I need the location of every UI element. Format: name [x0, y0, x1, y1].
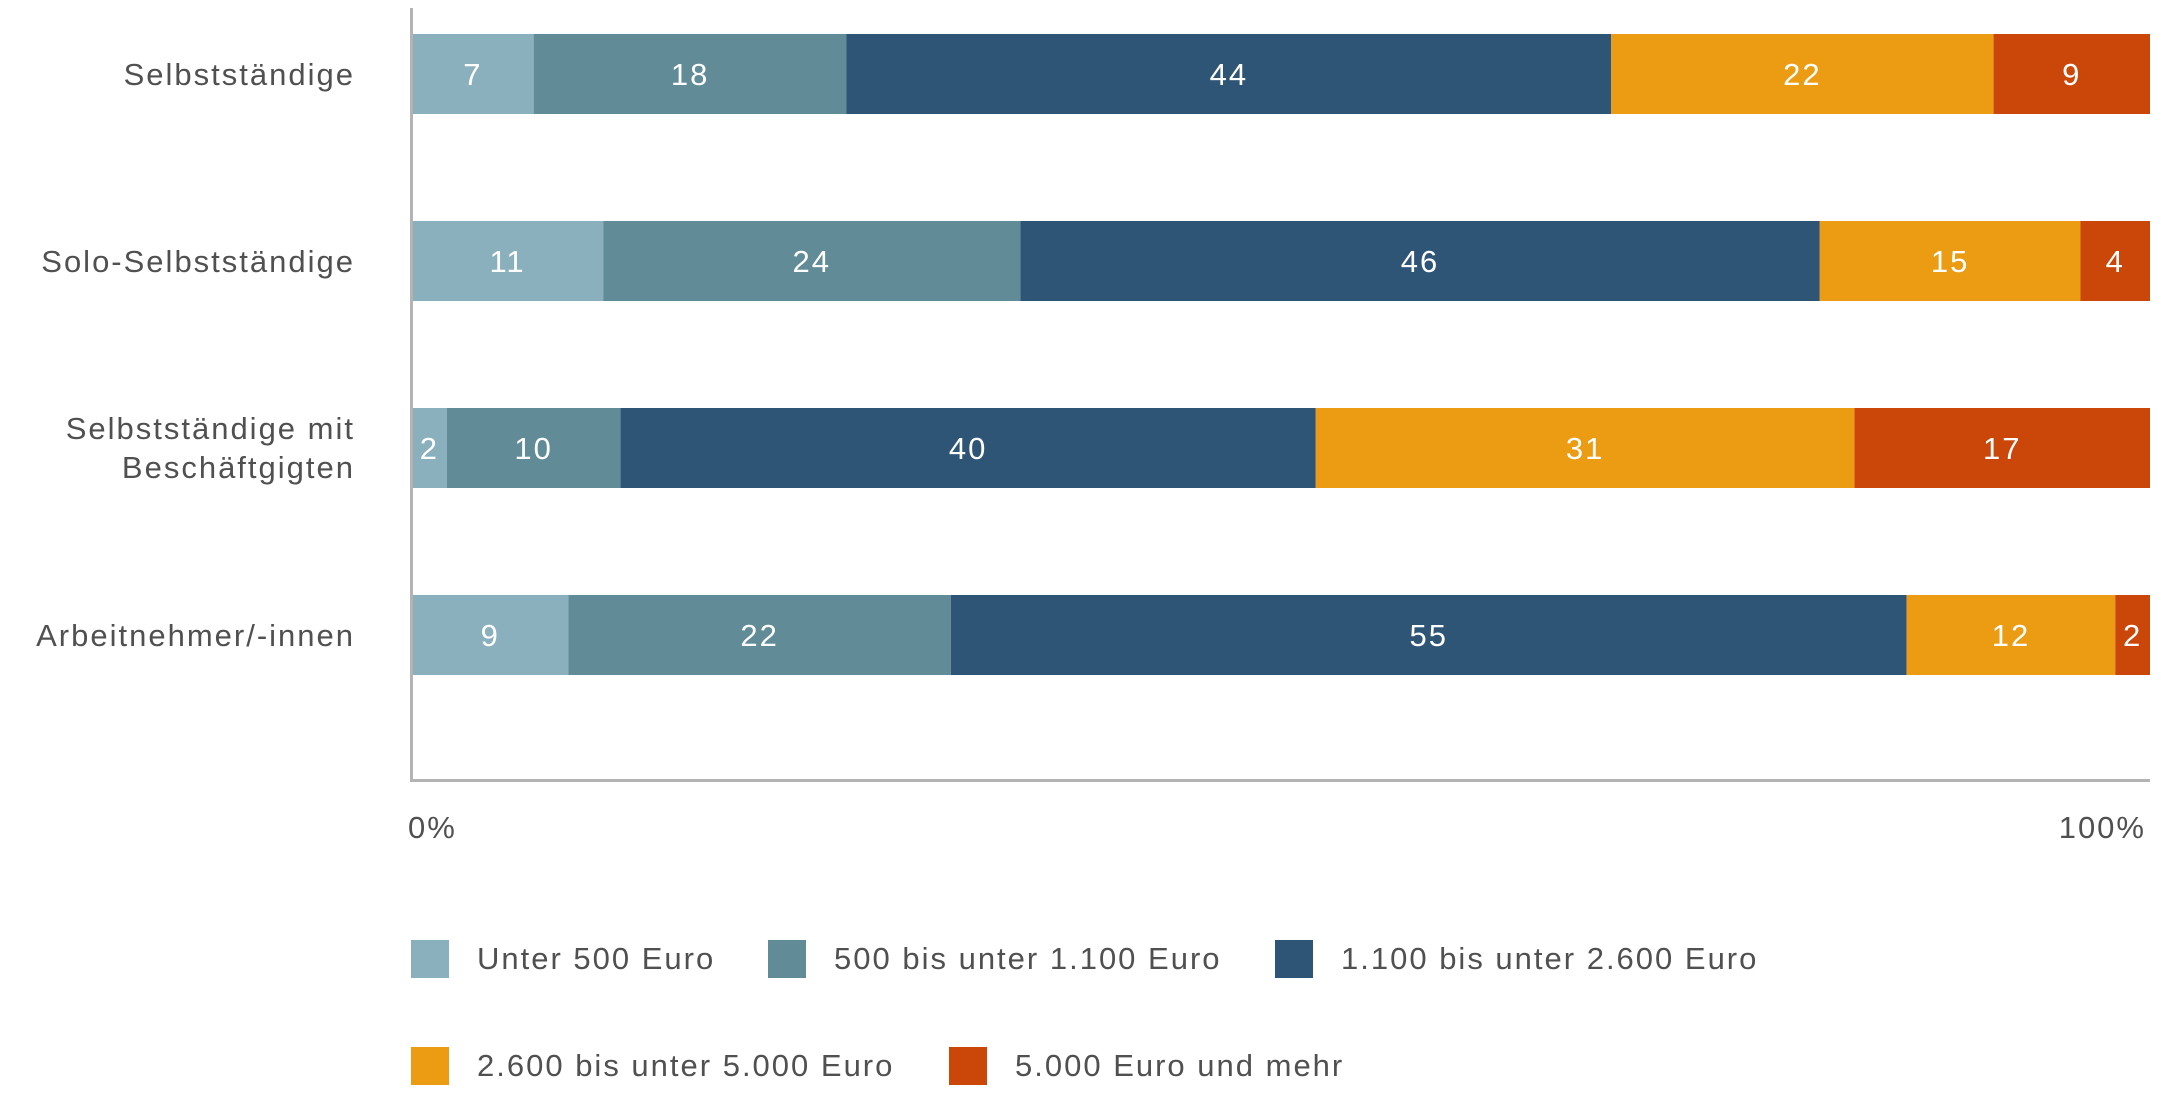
x-tick-label-min: 0% [408, 810, 457, 845]
data-label: 9 [2062, 57, 2081, 92]
legend-item: 5.000 Euro und mehr [949, 1047, 1344, 1085]
bar-segment [620, 408, 1316, 488]
data-label: 55 [1409, 618, 1447, 653]
bar-segment [568, 595, 951, 675]
data-label: 10 [514, 431, 552, 466]
bar-segment [1906, 595, 2116, 675]
bar-segment [1611, 34, 1994, 114]
legend-label: Unter 500 Euro [477, 941, 716, 976]
category-label: Arbeitnehmer/-innen [36, 617, 355, 653]
legend-swatch [411, 940, 449, 978]
bar-segment [1315, 408, 1855, 488]
legend-swatch [1275, 940, 1313, 978]
data-label: 24 [792, 244, 830, 279]
category-label: Solo-Selbstständige [41, 243, 355, 279]
data-label: 31 [1566, 431, 1604, 466]
data-label: 12 [1992, 618, 2030, 653]
legend-item: 500 bis unter 1.100 Euro [768, 940, 1222, 978]
category-label: Selbstständige mit Beschäftgigten [65, 411, 355, 485]
data-label: 46 [1401, 244, 1439, 279]
data-label: 11 [489, 244, 525, 279]
legend-label: 5.000 Euro und mehr [1015, 1048, 1345, 1083]
x-tick-label-max: 100% [2058, 810, 2146, 845]
legend-label: 1.100 bis unter 2.600 Euro [1341, 941, 1759, 976]
legend-label: 2.600 bis unter 5.000 Euro [477, 1048, 895, 1083]
data-label: 22 [1783, 57, 1821, 92]
data-label: 9 [481, 618, 500, 653]
bar-segment [412, 408, 447, 488]
bar-segment [1819, 221, 2081, 301]
bar-segment [412, 34, 534, 114]
legend-item: Unter 500 Euro [411, 940, 715, 978]
legend-item: 1.100 bis unter 2.600 Euro [1275, 940, 1758, 978]
bar-segment [412, 221, 604, 301]
bar-segment [533, 34, 847, 114]
legend-swatch [411, 1047, 449, 1085]
data-label: 18 [671, 57, 709, 92]
legend-swatch [949, 1047, 987, 1085]
category-label: Selbstständige [123, 56, 355, 92]
bar-segment [1993, 34, 2150, 114]
bar-segment [2115, 595, 2150, 675]
legend-item: 2.600 bis unter 5.000 Euro [411, 1047, 894, 1085]
data-label: 40 [949, 431, 987, 466]
data-label: 44 [1210, 57, 1248, 92]
bar-segment [412, 595, 569, 675]
bar-segment [1020, 221, 1820, 301]
bar-segment [950, 595, 1907, 675]
legend-label: 500 bis unter 1.100 Euro [834, 941, 1222, 976]
data-label: 7 [463, 57, 482, 92]
data-label: 15 [1931, 244, 1969, 279]
data-label: 22 [740, 618, 778, 653]
data-label: 17 [1983, 431, 2021, 466]
bar-segment [1854, 408, 2150, 488]
legend: Unter 500 Euro 500 bis unter 1.100 Euro 1.… [411, 940, 2111, 1090]
bar-segment [846, 34, 1612, 114]
bars-group: 7 18 44 22 9 11 24 46 15 4 2 10 40 31 17 9 22 55 12 2 [412, 34, 2150, 675]
bar-segment [603, 221, 1021, 301]
data-label: 4 [2106, 244, 2125, 279]
bar-segment [446, 408, 621, 488]
data-label: 2 [420, 431, 439, 466]
legend-swatch [768, 940, 806, 978]
data-label: 2 [2123, 618, 2142, 653]
bar-segment [2080, 221, 2150, 301]
